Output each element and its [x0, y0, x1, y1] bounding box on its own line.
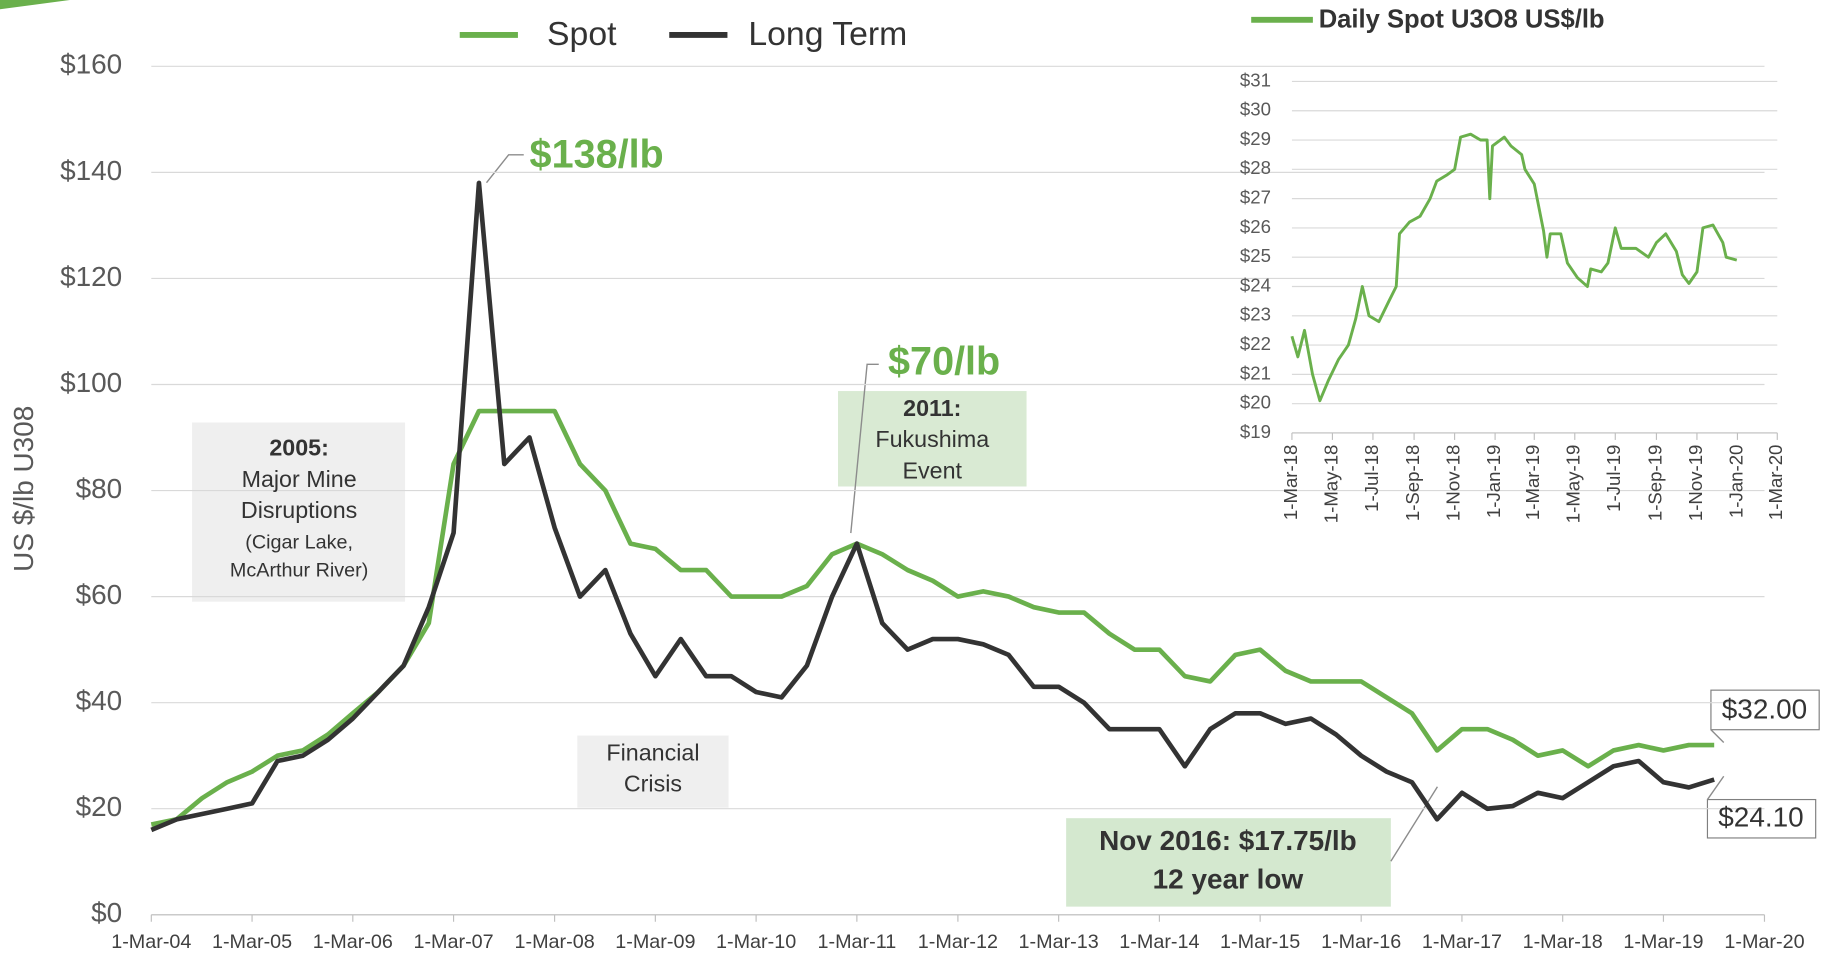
annotation: Event	[903, 458, 963, 484]
leader-line	[1706, 775, 1725, 800]
y-tick-label: $120	[60, 261, 122, 292]
x-tick-label: 1-Mar-11	[818, 931, 897, 953]
y-tick-label: $80	[76, 473, 123, 504]
annotation: Nov 2016: $17.75/lb	[1099, 825, 1357, 856]
x-tick-label: 1-Sep-19	[1644, 445, 1665, 522]
y-tick-label: $20	[76, 791, 123, 822]
x-tick-label: 1-Jul-19	[1603, 445, 1624, 512]
annotation: $24.10	[1718, 802, 1803, 833]
x-tick-label: 1-Mar-04	[111, 931, 191, 953]
y-tick-label: $23	[1240, 304, 1271, 325]
annotation: 2011:	[903, 395, 961, 421]
legend-label: Long Term	[748, 15, 907, 53]
x-tick-label: 1-Mar-10	[716, 931, 796, 953]
x-tick-label: 1-Jan-19	[1483, 445, 1504, 518]
y-tick-label: $60	[76, 579, 123, 610]
annotation: $32.00	[1722, 693, 1807, 724]
series-line	[1290, 132, 1738, 403]
end-label-box	[1710, 689, 1820, 731]
annotation: Major Mine	[242, 466, 357, 492]
y-tick-label: $28	[1240, 157, 1271, 178]
annotation-box	[577, 735, 729, 808]
x-tick-label: 1-Mar-12	[918, 931, 998, 953]
y-tick-label: $26	[1240, 216, 1271, 237]
y-tick-label: $25	[1240, 245, 1271, 266]
x-tick-label: 1-Mar-19	[1522, 445, 1543, 520]
leader-line	[1710, 729, 1725, 744]
x-tick-label: 1-Mar-13	[1019, 931, 1099, 953]
x-tick-label: 1-Mar-14	[1119, 931, 1199, 953]
y-tick-label: $20	[1240, 392, 1271, 413]
y-tick-label: $0	[91, 897, 122, 928]
y-tick-label: $31	[1240, 69, 1271, 90]
y-axis-label: US $/lb U308	[8, 406, 39, 572]
y-tick-label: $22	[1240, 333, 1271, 354]
y-tick-label: $24	[1240, 274, 1271, 295]
x-tick-label: 1-Mar-08	[515, 931, 595, 953]
x-tick-label: 1-Jan-20	[1725, 445, 1746, 518]
annotation: $138/lb	[530, 133, 664, 177]
x-tick-label: 1-Mar-20	[1724, 931, 1804, 953]
x-tick-label: 1-Mar-20	[1765, 445, 1786, 520]
y-tick-label: $140	[60, 155, 122, 186]
legend-label: Daily Spot U3O8 US$/lb	[1319, 6, 1605, 34]
x-tick-label: 1-Mar-05	[212, 931, 292, 953]
x-tick-label: 1-Sep-18	[1402, 445, 1423, 522]
annotation-box	[1066, 818, 1391, 907]
x-tick-label: 1-May-18	[1320, 445, 1341, 524]
annotation: Fukushima	[875, 426, 989, 452]
x-tick-label: 1-Mar-07	[413, 931, 493, 953]
y-tick-label: $21	[1240, 362, 1271, 383]
x-tick-label: 1-Mar-19	[1623, 931, 1703, 953]
x-tick-label: 1-Mar-18	[1523, 931, 1603, 953]
x-tick-label: 1-Nov-19	[1685, 445, 1706, 522]
x-tick-label: 1-Mar-17	[1422, 931, 1502, 953]
corner-accent	[0, 0, 70, 10]
annotation: 12 year low	[1153, 863, 1304, 894]
y-tick-label: $160	[60, 49, 122, 80]
annotation-box	[838, 391, 1027, 487]
end-label-box	[1706, 798, 1817, 839]
x-tick-label: 1-Mar-18	[1280, 445, 1301, 520]
annotation: 2005:	[269, 434, 329, 460]
y-tick-label: $40	[76, 685, 123, 716]
annotation: Financial	[606, 739, 699, 765]
leader-line	[850, 363, 879, 534]
annotation-box	[192, 422, 406, 602]
y-tick-label: $30	[1240, 99, 1271, 120]
y-tick-label: $27	[1240, 187, 1271, 208]
x-tick-label: 1-May-19	[1563, 445, 1584, 524]
leader-line	[1390, 786, 1439, 862]
x-tick-label: 1-Mar-15	[1220, 931, 1300, 953]
x-tick-label: 1-Nov-18	[1443, 445, 1464, 522]
x-tick-label: 1-Jul-18	[1361, 445, 1382, 512]
y-tick-label: $29	[1240, 128, 1271, 149]
annotation: $70/lb	[888, 340, 1000, 384]
x-tick-label: 1-Mar-16	[1321, 931, 1401, 953]
legend-label: Spot	[547, 15, 617, 53]
annotation: Crisis	[624, 771, 682, 797]
y-tick-label: $100	[60, 367, 122, 398]
annotation: (Cigar Lake,	[245, 532, 353, 554]
x-tick-label: 1-Mar-06	[313, 931, 393, 953]
y-tick-label: $19	[1240, 421, 1271, 442]
annotation: McArthur River)	[230, 560, 368, 582]
x-tick-label: 1-Mar-09	[615, 931, 695, 953]
series-line	[150, 180, 1715, 833]
leader-line	[485, 154, 524, 184]
annotation: Disruptions	[241, 497, 357, 523]
